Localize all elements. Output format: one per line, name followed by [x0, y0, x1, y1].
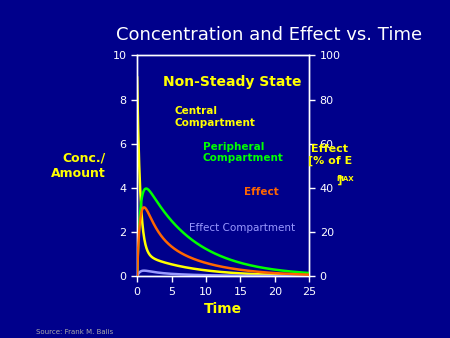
Text: Non-Steady State: Non-Steady State — [162, 75, 301, 89]
Text: MAX: MAX — [336, 176, 354, 182]
Text: Effect Compartment: Effect Compartment — [189, 223, 295, 233]
Text: ]: ] — [318, 175, 342, 185]
Text: Effect
[% of E: Effect [% of E — [308, 144, 352, 166]
Y-axis label: Conc./
Amount: Conc./ Amount — [51, 152, 106, 180]
Text: Central
Compartment: Central Compartment — [175, 106, 256, 128]
Text: Source: Frank M. Balis: Source: Frank M. Balis — [36, 329, 113, 335]
Text: Concentration and Effect vs. Time: Concentration and Effect vs. Time — [117, 26, 423, 44]
X-axis label: Time: Time — [204, 302, 242, 316]
Text: Peripheral
Compartment: Peripheral Compartment — [202, 142, 284, 163]
Text: Effect: Effect — [244, 187, 279, 197]
